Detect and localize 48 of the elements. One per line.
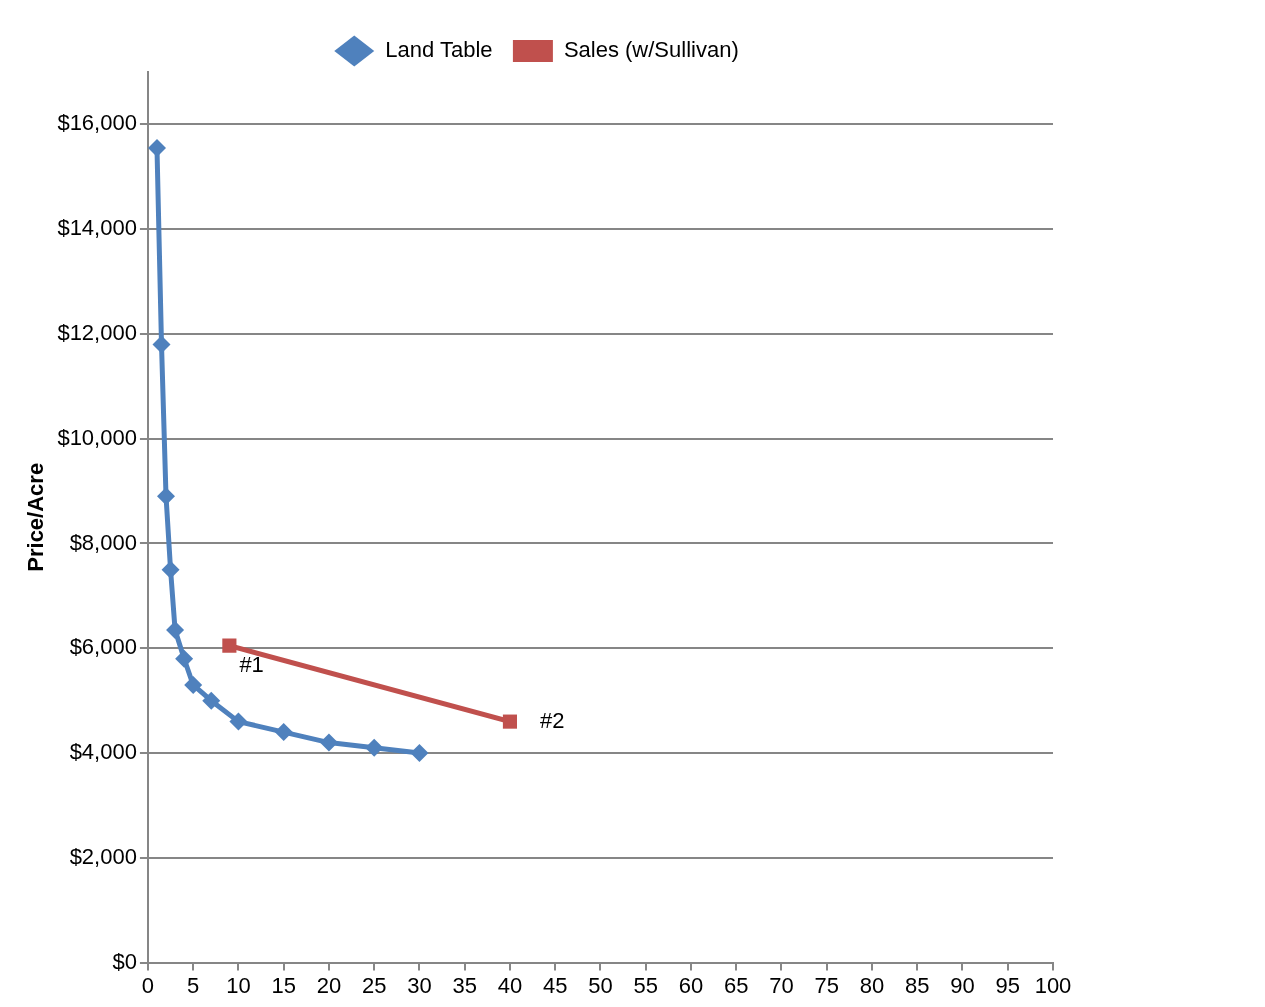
x-tick-label: 10: [226, 972, 251, 998]
y-tick-label: $6,000: [69, 634, 137, 660]
point: [152, 335, 171, 354]
x-tick-label: 60: [678, 972, 704, 998]
y-tick-label: $2,000: [69, 843, 137, 869]
point: [184, 675, 203, 694]
point: [147, 138, 166, 157]
point: [319, 733, 338, 752]
legend-label: Land Table: [385, 37, 493, 63]
x-tick-label: 0: [141, 972, 155, 998]
x-tick-label: 30: [407, 972, 432, 998]
x-tick-label: 35: [452, 972, 477, 998]
point: [202, 691, 221, 710]
x-tick-label: 90: [950, 972, 975, 998]
y-tick-label: $10,000: [57, 424, 137, 450]
y-axis-title: Price/Acre: [23, 462, 49, 572]
x-tick-label: 45: [542, 972, 568, 998]
x-tick-label: 55: [633, 972, 658, 998]
y-tick-label: $16,000: [57, 110, 137, 136]
annotation: #1: [239, 651, 264, 677]
y-tick-label: $0: [112, 948, 137, 974]
point: [229, 712, 248, 731]
x-tick-label: 75: [814, 972, 839, 998]
x-tick-label: 25: [361, 972, 387, 998]
annotation: #2: [539, 707, 565, 733]
y-tick-label: $4,000: [69, 739, 137, 765]
point: [161, 560, 180, 579]
x-tick-label: 15: [271, 972, 296, 998]
point: [365, 738, 384, 757]
x-tick-label: 95: [995, 972, 1020, 998]
point: [274, 723, 293, 742]
y-tick-label: $12,000: [57, 320, 137, 345]
y-tick-label: $8,000: [69, 529, 137, 555]
x-tick-label: 20: [316, 972, 342, 998]
y-tick-label: $14,000: [57, 215, 137, 241]
x-tick-label: 85: [905, 972, 930, 998]
x-tick-label: 80: [859, 972, 885, 998]
x-tick-label: 5: [187, 972, 200, 998]
x-tick-label: 40: [497, 972, 523, 998]
point: [175, 649, 194, 668]
x-tick-label: 70: [769, 972, 794, 998]
x-tick-label: 65: [723, 972, 749, 998]
legend-label: Sales (w/Sullivan): [563, 37, 739, 63]
x-tick-label: 50: [588, 972, 613, 998]
point: [410, 744, 429, 763]
x-tick-label: 100: [1034, 972, 1072, 998]
point: [222, 638, 237, 653]
point: [502, 714, 518, 729]
